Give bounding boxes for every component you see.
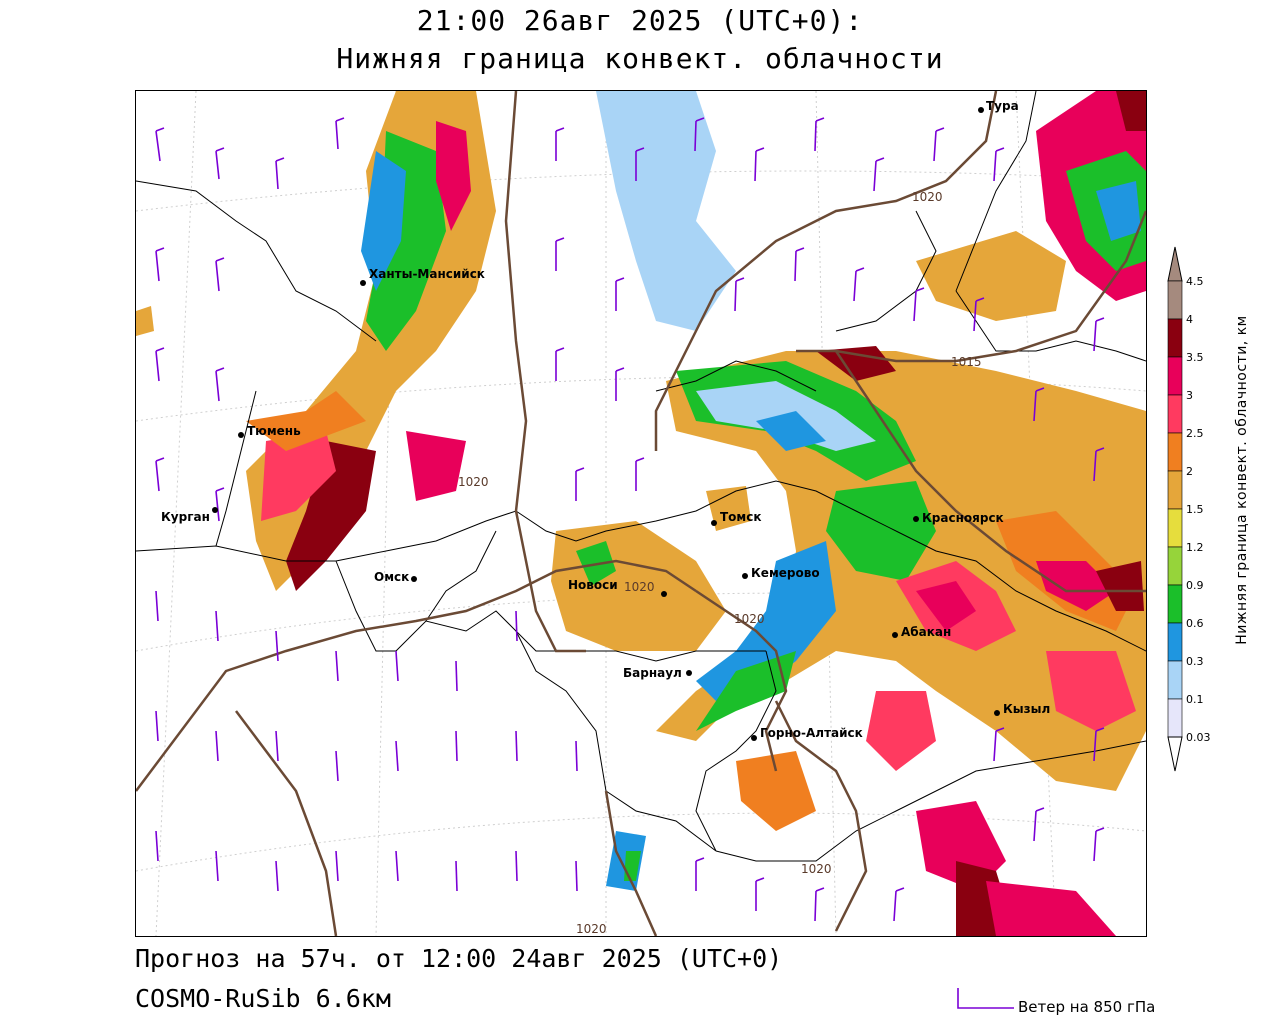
isobar-label: 1020: [458, 475, 489, 489]
colorbar-label: 0.3: [1186, 655, 1204, 668]
city-marker: Тура: [978, 99, 1019, 113]
city-label: Томск: [720, 510, 762, 524]
city-label: Барнаул: [623, 666, 682, 680]
colorbar-swatch: [1167, 356, 1183, 396]
colorbar-label: 4.5: [1186, 275, 1204, 288]
colorbar-label: 0.9: [1186, 579, 1204, 592]
colorbar: 4.5 4 3.5 3 2.5 2 1.5 1.2 0.9 0.6 0.3 0.1 0.03: [1167, 246, 1211, 772]
isobar-label: 1020: [734, 612, 765, 626]
city-marker: Абакан: [892, 625, 951, 639]
wind-barbs: [155, 117, 1105, 922]
isobar-label: 1020: [576, 922, 607, 936]
map-time-title: 21:00 26авг 2025 (UTC+0):: [416, 4, 864, 37]
city-marker: Омск: [374, 570, 417, 584]
colorbar-swatch: [1167, 698, 1183, 738]
colorbar-label: 0.6: [1186, 617, 1204, 630]
colorbar-label: 0.1: [1186, 693, 1204, 706]
city-label: Тура: [986, 99, 1019, 113]
colorbar-swatch: [1167, 584, 1183, 624]
city-label: Новоси: [568, 578, 618, 592]
colorbar-swatch: [1167, 280, 1183, 320]
city-label: Курган: [161, 510, 210, 524]
colorbar-title: Нижняя граница конвект. облачности, км: [1234, 315, 1250, 645]
forecast-info: Прогноз на 57ч. от 12:00 24авг 2025 (UTC…: [135, 944, 783, 973]
admin-borders: [136, 91, 1146, 862]
wind-legend-label: Ветер на 850 гПа: [1018, 998, 1156, 1016]
model-info: COSMO-RuSib 6.6км: [135, 984, 391, 1013]
city-label: Кемерово: [751, 566, 820, 580]
isobar-label: 1020: [912, 190, 943, 204]
city-marker: Ханты-Мансийск: [360, 267, 485, 286]
colorbar-swatch: [1167, 546, 1183, 586]
city-marker: Курган: [161, 507, 218, 524]
colorbar-label: 4: [1186, 313, 1193, 326]
colorbar-label: 3: [1186, 389, 1193, 402]
city-label: Горно-Алтайск: [760, 726, 863, 740]
colorbar-swatch: [1167, 394, 1183, 434]
isobar-labels: 1020 1015 1020 1020 1020 1020 1020: [458, 190, 982, 936]
city-label: Кызыл: [1003, 702, 1050, 716]
city-marker: Барнаул: [623, 666, 692, 680]
cloud-base-field: [136, 91, 1146, 936]
colorbar-top-arrow: [1167, 246, 1183, 282]
city-marker: Кызыл: [994, 702, 1050, 716]
isobar-label: 1015: [951, 355, 982, 369]
colorbar-label: 3.5: [1186, 351, 1204, 364]
city-marker: Горно-Алтайск: [751, 726, 863, 741]
wind-legend: Ветер на 850 гПа: [950, 986, 1250, 1020]
city-label: Красноярск: [922, 511, 1004, 525]
isobars: [136, 91, 1146, 936]
isobar-label: 1020: [801, 862, 832, 876]
colorbar-swatch: [1167, 432, 1183, 472]
map-canvas: 1020 1015 1020 1020 1020 1020 1020 Тура …: [136, 91, 1146, 936]
colorbar-swatch: [1167, 660, 1183, 700]
city-label: Ханты-Мансийск: [369, 267, 485, 281]
city-markers: Тура Ханты-Мансийск Тюмень Курган Омск Т…: [161, 99, 1050, 741]
colorbar-label: 1.2: [1186, 541, 1204, 554]
colorbar-label: 2: [1186, 465, 1193, 478]
forecast-map: 1020 1015 1020 1020 1020 1020 1020 Тура …: [135, 90, 1147, 937]
colorbar-label: 1.5: [1186, 503, 1204, 516]
colorbar-swatches: 4.5 4 3.5 3 2.5 2 1.5 1.2 0.9 0.6 0.3 0.1 0.03: [1167, 246, 1211, 772]
map-parameter-title: Нижняя граница конвект. облачности: [336, 42, 944, 75]
city-marker: Новоси: [568, 578, 667, 597]
city-label: Тюмень: [247, 424, 301, 438]
colorbar-title-container: Нижняя граница конвект. облачности, км: [1228, 245, 1258, 715]
colorbar-bottom-arrow: [1167, 736, 1183, 772]
city-marker: Красноярск: [913, 511, 1004, 525]
colorbar-swatch: [1167, 508, 1183, 548]
city-marker: Тюмень: [238, 424, 301, 438]
colorbar-label: 2.5: [1186, 427, 1204, 440]
city-marker: Томск: [711, 510, 762, 526]
city-label: Абакан: [901, 625, 951, 639]
wind-barb-legend-icon: [957, 988, 1014, 1009]
isobar-label: 1020: [624, 580, 655, 594]
city-label: Омск: [374, 570, 409, 584]
city-marker: Кемерово: [742, 566, 820, 580]
colorbar-swatch: [1167, 470, 1183, 510]
colorbar-swatch: [1167, 622, 1183, 662]
colorbar-swatch: [1167, 318, 1183, 358]
colorbar-label: 0.03: [1186, 731, 1211, 744]
